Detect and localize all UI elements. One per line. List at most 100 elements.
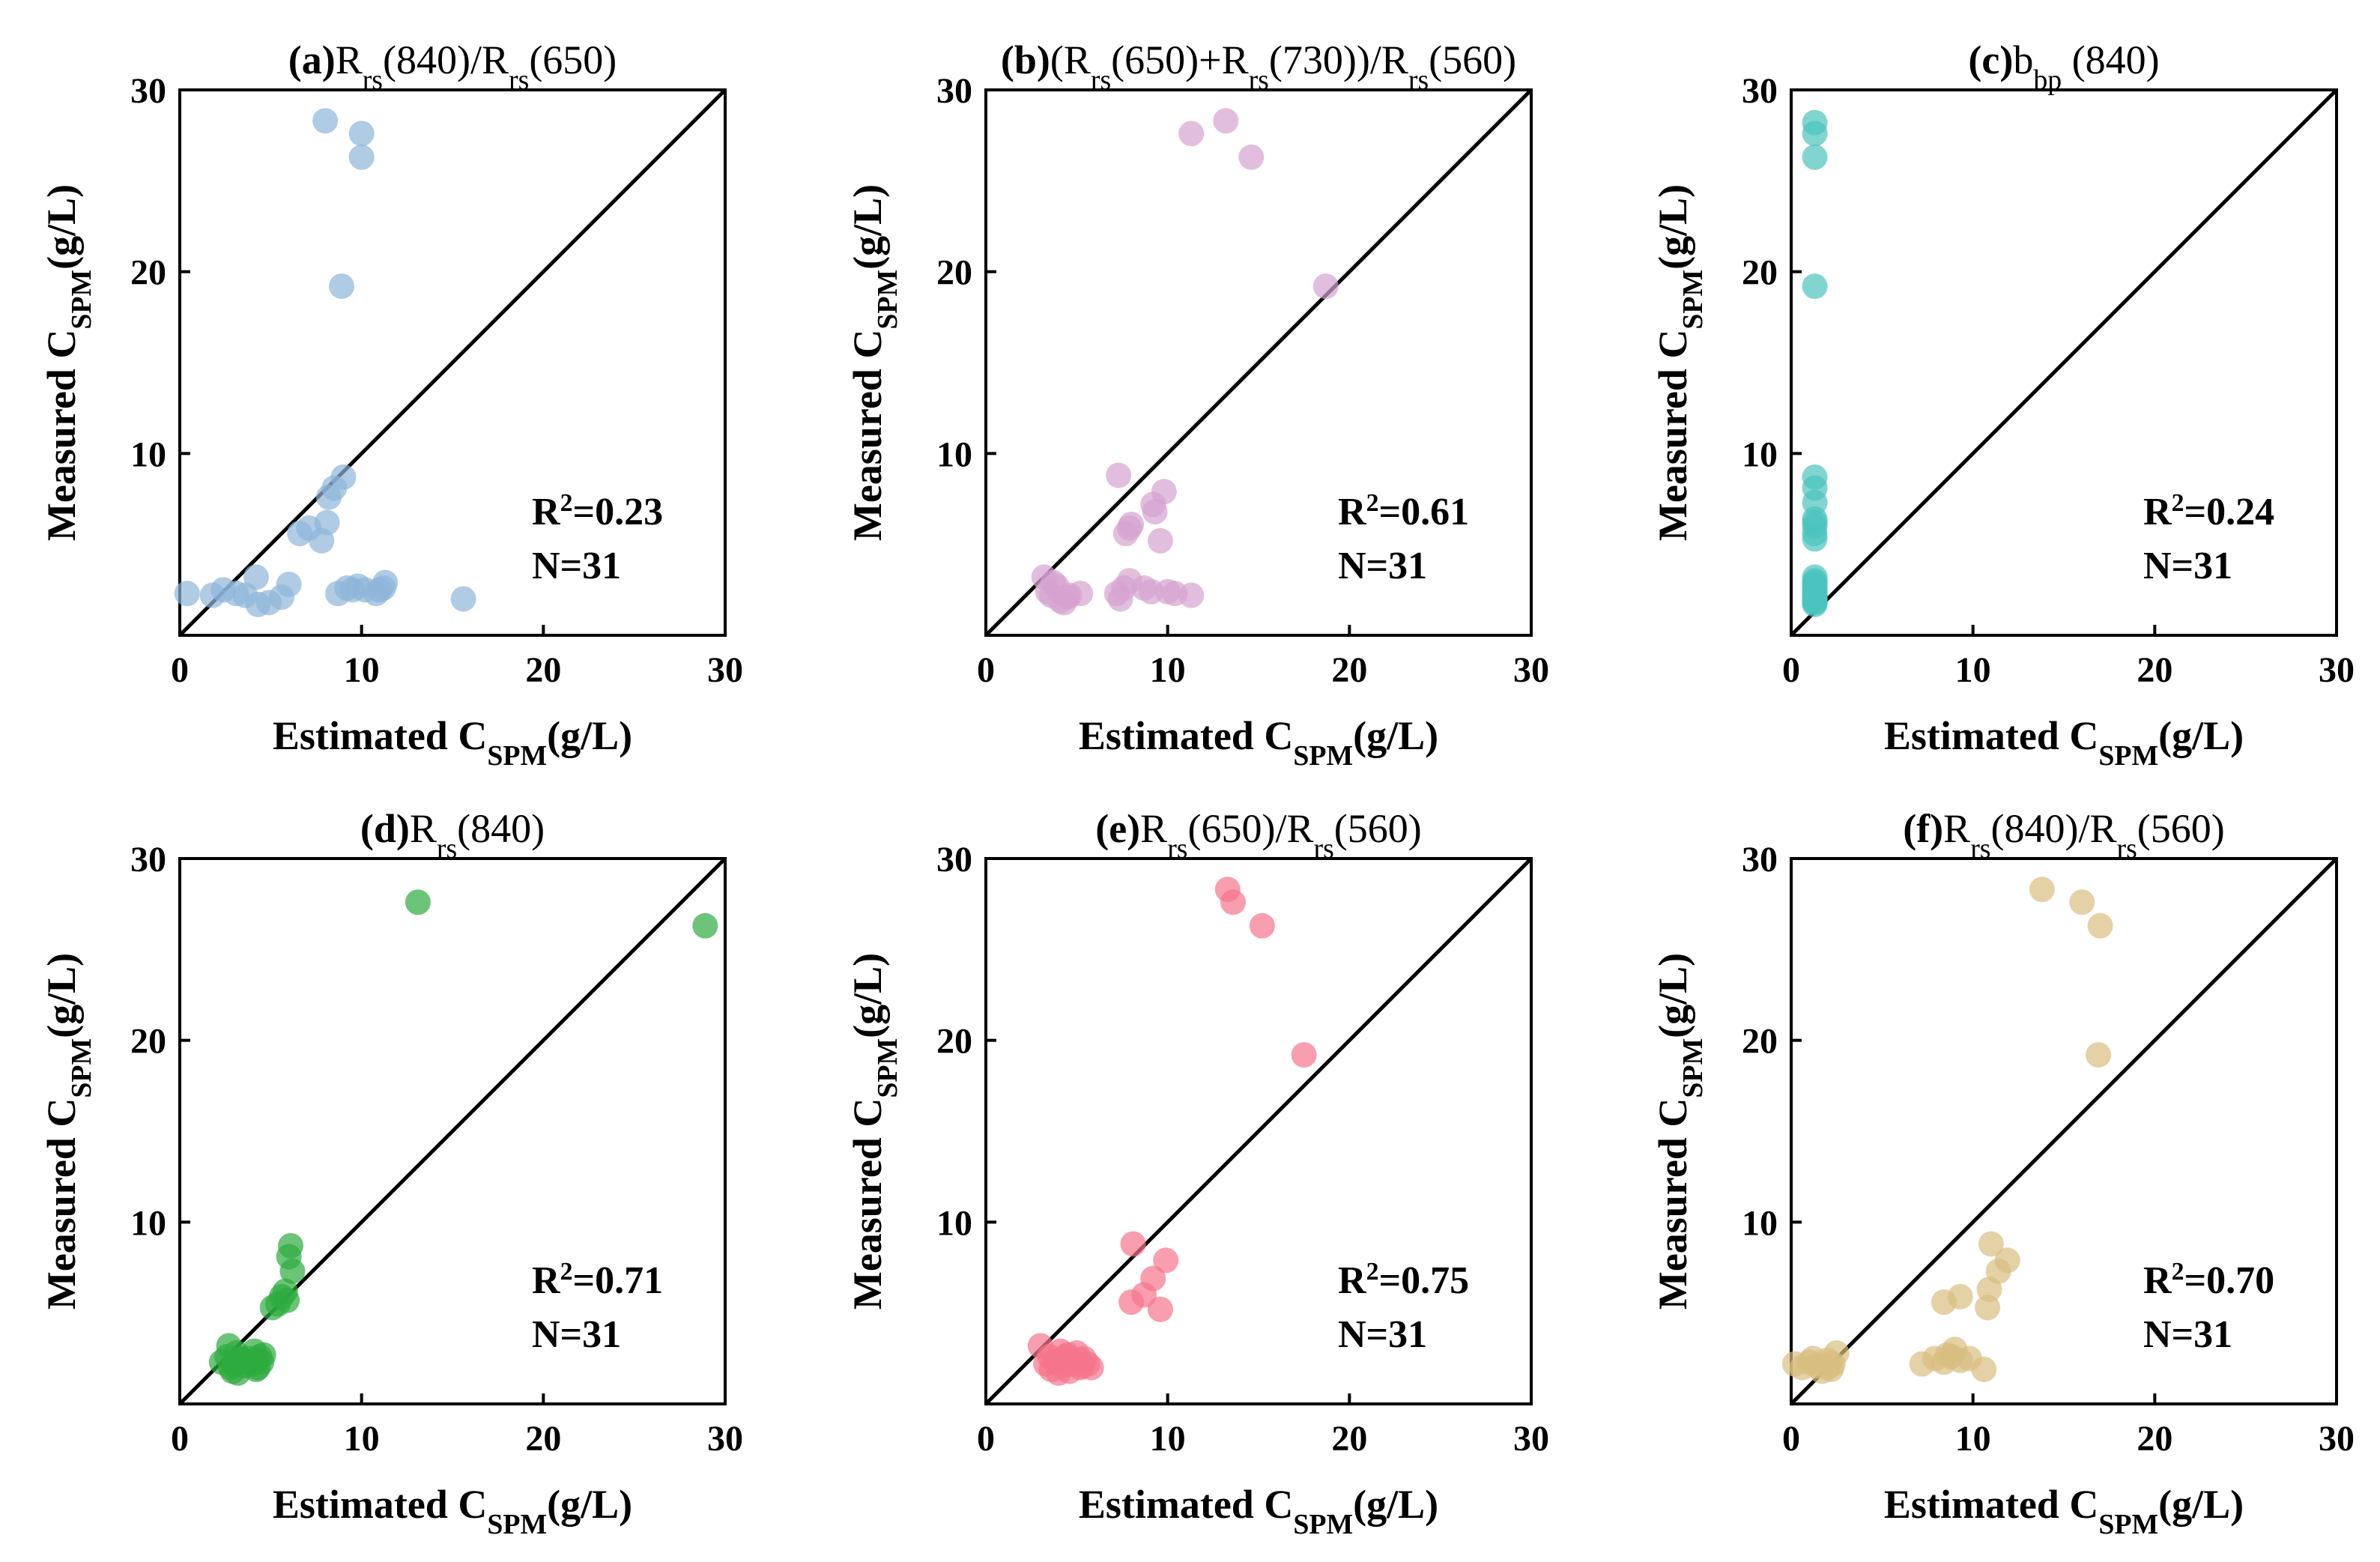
x-tick-label: 20 (525, 650, 561, 690)
x-tick-label: 0 (171, 650, 189, 690)
data-point (1140, 491, 1166, 518)
n-value: N=31 (2143, 1313, 2232, 1356)
r2-value: R2=0.61 (1338, 489, 1469, 534)
data-point (692, 912, 718, 939)
panel-e: (e)Rrs(650)/Rrs(560) 0 10 20 30 10 20 30 Estimat… (845, 806, 1549, 1540)
data-point (339, 577, 366, 603)
scatter-points (1781, 877, 2113, 1384)
scatter-points (1802, 109, 1828, 617)
y-tick-label: 10 (130, 1203, 166, 1243)
x-tick-label: 30 (2319, 1419, 2355, 1459)
data-point (1947, 1283, 1973, 1310)
x-tick-label: 30 (707, 1419, 743, 1459)
n-value: N=31 (532, 1313, 621, 1356)
data-point (1802, 121, 1828, 147)
data-point (1934, 1342, 1960, 1368)
y-tick-label: 20 (130, 1022, 166, 1062)
data-point (348, 144, 375, 170)
x-tick-label: 10 (1150, 1419, 1186, 1459)
n-value: N=31 (1338, 1313, 1427, 1356)
x-tick-label: 30 (2319, 650, 2355, 690)
panel-title: (e)Rrs(650)/Rrs(560) (1095, 806, 1422, 865)
data-point (1213, 108, 1239, 134)
data-point (314, 509, 340, 536)
data-point (1312, 273, 1339, 300)
x-tick-label: 0 (977, 1419, 995, 1459)
plot-frame (1790, 857, 2338, 1405)
data-point (243, 564, 269, 590)
data-point (1802, 273, 1828, 300)
panel-c: (c)bbp (840) 0 10 20 30 10 20 30 Estimated CSPM(… (1650, 37, 2355, 772)
data-point (1220, 889, 1247, 915)
plot-frame (1790, 88, 2338, 637)
x-tick-label: 20 (525, 1419, 561, 1459)
data-point (372, 569, 399, 596)
panel-b: (b)(Rrs(650)+Rrs(730))/Rrs(560) 0 10 20 30 10… (845, 37, 1549, 772)
data-point (312, 108, 339, 134)
x-tick-label: 20 (2137, 1419, 2172, 1459)
panel-title: (d)Rrs(840) (360, 806, 545, 865)
scatter-points (1027, 877, 1317, 1386)
data-point (330, 464, 357, 490)
data-point (1055, 584, 1081, 611)
x-tick-label: 0 (1782, 1419, 1800, 1459)
y-axis-label: Measured CSPM(g/L) (1650, 953, 1709, 1310)
y-tick-label: 30 (936, 840, 972, 880)
x-tick-label: 20 (2137, 650, 2172, 690)
r2-value: R2=0.75 (1338, 1258, 1469, 1303)
r2-value: R2=0.23 (532, 489, 663, 534)
y-axis-label: Measured CSPM(g/L) (845, 953, 903, 1310)
x-tick-label: 10 (344, 650, 380, 690)
y-tick-label: 30 (1742, 840, 1778, 880)
panel-title: (f)Rrs(840)/Rrs(560) (1903, 806, 2225, 865)
data-point (1153, 1247, 1179, 1274)
data-point (1238, 144, 1265, 170)
y-tick-label: 10 (1742, 435, 1778, 474)
x-tick-label: 20 (1331, 650, 1367, 690)
x-tick-label: 20 (1331, 1419, 1367, 1459)
y-tick-label: 20 (936, 1022, 972, 1062)
data-point (1120, 1231, 1146, 1257)
panel-title: (b)(Rrs(650)+Rrs(730))/Rrs(560) (1001, 37, 1516, 96)
x-tick-label: 10 (1955, 650, 1991, 690)
plot-frame (984, 88, 1533, 637)
data-point (1178, 121, 1205, 147)
one-to-one-line (1790, 857, 2338, 1405)
data-point (1106, 462, 1132, 488)
y-axis-label: Measured CSPM(g/L) (39, 953, 97, 1310)
data-point (348, 121, 375, 147)
y-axis-label: Measured CSPM(g/L) (845, 184, 903, 541)
n-value: N=31 (2143, 545, 2232, 587)
data-point (1140, 1265, 1166, 1292)
one-to-one-line (984, 857, 1533, 1405)
data-point (1154, 578, 1181, 605)
data-point (1116, 515, 1142, 541)
data-point (2069, 889, 2095, 915)
n-value: N=31 (532, 545, 621, 587)
data-point (1291, 1042, 1317, 1068)
x-axis-label: Estimated CSPM(g/L) (1079, 713, 1438, 772)
y-axis-label: Measured CSPM(g/L) (39, 184, 97, 541)
x-axis-label: Estimated CSPM(g/L) (1884, 1482, 2244, 1540)
data-point (450, 586, 476, 612)
plot-frame (984, 857, 1533, 1405)
data-point (243, 1347, 269, 1373)
data-point (1802, 589, 1828, 615)
data-point (2029, 877, 2055, 903)
data-point (2086, 1042, 2112, 1068)
r2-value: R2=0.24 (2143, 489, 2274, 534)
x-axis-label: Estimated CSPM(g/L) (1884, 713, 2244, 772)
data-point (1994, 1247, 2020, 1274)
data-point (174, 581, 200, 607)
x-tick-label: 0 (1782, 650, 1800, 690)
y-tick-label: 20 (130, 253, 166, 293)
plot-frame (178, 88, 727, 637)
data-point (2087, 912, 2113, 939)
one-to-one-line (984, 88, 1533, 637)
y-tick-label: 10 (936, 435, 972, 474)
y-tick-label: 30 (130, 840, 166, 880)
y-tick-label: 30 (936, 71, 972, 111)
x-axis-label: Estimated CSPM(g/L) (1079, 1482, 1438, 1540)
scatter-points (174, 108, 476, 617)
